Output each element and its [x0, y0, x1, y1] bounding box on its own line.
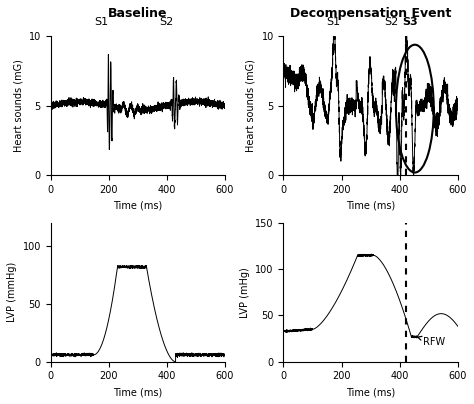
- Text: S1: S1: [326, 17, 340, 27]
- Text: S3: S3: [402, 17, 418, 27]
- Y-axis label: LVP (mmHg): LVP (mmHg): [7, 262, 17, 322]
- Title: Decompensation Event: Decompensation Event: [290, 7, 451, 20]
- X-axis label: Time (ms): Time (ms): [113, 200, 163, 210]
- Y-axis label: Heart sounds (mG): Heart sounds (mG): [246, 59, 256, 152]
- Y-axis label: LVP (mHg): LVP (mHg): [240, 267, 250, 318]
- Text: RFW: RFW: [417, 337, 445, 347]
- Title: Baseline: Baseline: [108, 7, 167, 20]
- Text: S1: S1: [94, 17, 109, 27]
- X-axis label: Time (ms): Time (ms): [346, 387, 395, 397]
- X-axis label: Time (ms): Time (ms): [346, 200, 395, 210]
- Text: S2: S2: [160, 17, 174, 27]
- Text: S2: S2: [384, 17, 398, 27]
- Y-axis label: Heart sounds (mG): Heart sounds (mG): [13, 59, 23, 152]
- X-axis label: Time (ms): Time (ms): [113, 387, 163, 397]
